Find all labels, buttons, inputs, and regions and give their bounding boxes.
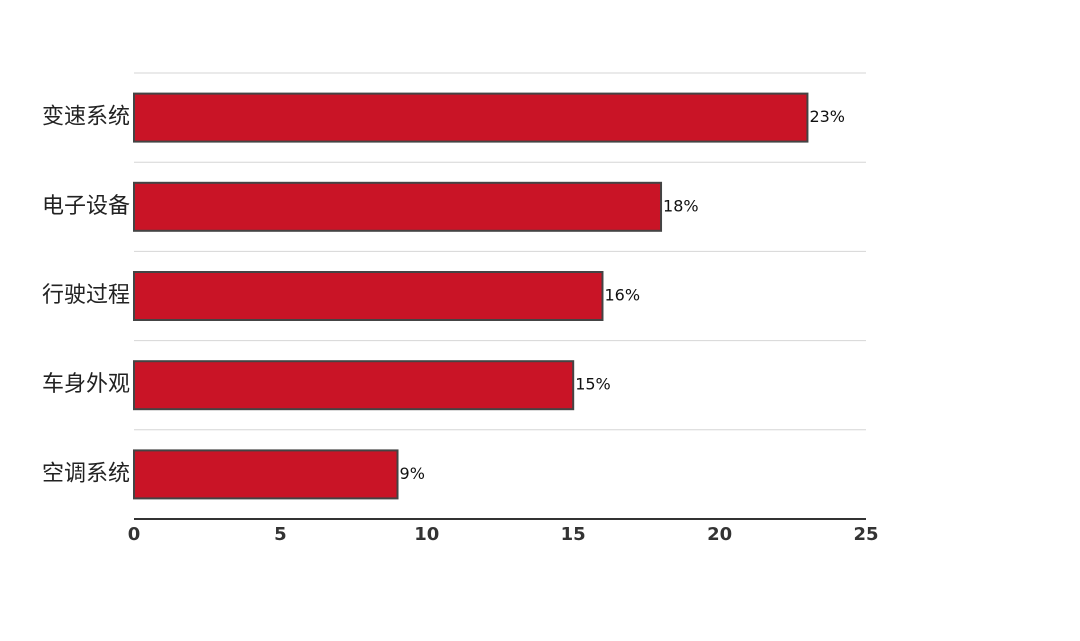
x-tick-label: 10	[414, 524, 439, 545]
value-label: 16%	[604, 286, 640, 305]
bar	[133, 449, 399, 500]
bar	[133, 181, 663, 232]
category-label: 行驶过程	[42, 283, 130, 308]
value-label: 23%	[809, 107, 845, 126]
bar	[133, 92, 809, 143]
category-label: 车身外观	[42, 372, 130, 397]
category-label: 电子设备	[42, 194, 130, 219]
x-tick-label: 20	[707, 524, 732, 545]
x-tick-label: 25	[853, 524, 878, 545]
category-label: 变速系统	[42, 105, 130, 130]
category-label: 空调系统	[42, 461, 130, 486]
x-tick-label: 5	[274, 524, 287, 545]
value-label: 15%	[575, 375, 611, 394]
bar	[133, 360, 575, 411]
x-tick-label: 15	[561, 524, 586, 545]
bar	[133, 271, 604, 321]
x-tick-label: 0	[128, 524, 141, 545]
value-label: 18%	[663, 196, 699, 215]
value-label: 9%	[400, 464, 425, 483]
